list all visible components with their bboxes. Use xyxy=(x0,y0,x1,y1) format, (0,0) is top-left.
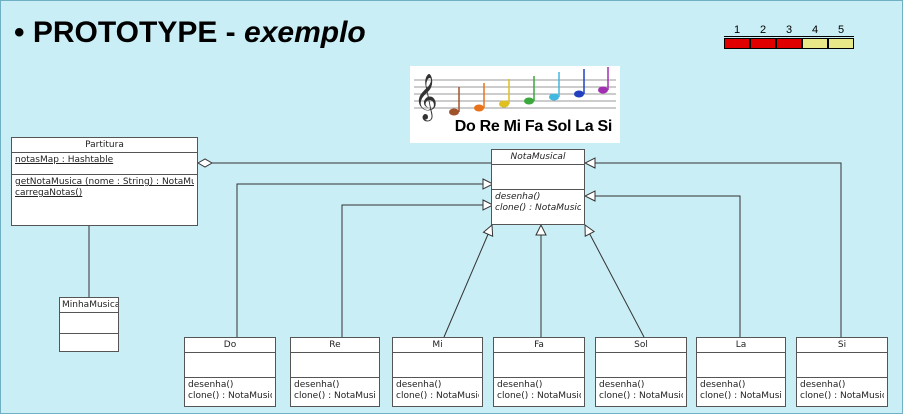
class-minhamusica[interactable]: MinhaMusica xyxy=(59,297,119,352)
class-attributes xyxy=(492,165,584,190)
class-name: Fa xyxy=(494,338,584,353)
class-operations: desenha() clone() : NotaMusical xyxy=(797,378,887,404)
class-operations: desenha() clone() : NotaMusical xyxy=(291,378,379,404)
class-attributes xyxy=(291,353,379,378)
staff-illustration: 𝄞 xyxy=(414,67,616,122)
class-operations: desenha() clone() : NotaMusical xyxy=(185,378,275,404)
class-attributes xyxy=(185,353,275,378)
progress-rule xyxy=(724,36,854,37)
class-attributes xyxy=(697,353,785,378)
operation: desenha() xyxy=(599,380,645,390)
inheritance-line-mi xyxy=(443,225,492,338)
class-re[interactable]: Re desenha() clone() : NotaMusical xyxy=(290,337,380,407)
class-name: Mi xyxy=(393,338,482,353)
operation: clone() : NotaMusical xyxy=(800,391,884,401)
class-mi[interactable]: Mi desenha() clone() : NotaMusical xyxy=(392,337,483,407)
note-glyphs xyxy=(449,67,609,116)
class-sol[interactable]: Sol desenha() clone() : NotaMusical xyxy=(595,337,687,407)
attribute: notasMap : Hashtable xyxy=(15,155,114,165)
class-name: Sol xyxy=(596,338,686,353)
operation: clone() : NotaMusical xyxy=(294,391,376,401)
class-fa[interactable]: Fa desenha() clone() : NotaMusical xyxy=(493,337,585,407)
progress-step-label: 2 xyxy=(759,24,767,36)
operation: desenha() xyxy=(700,380,746,390)
operation: clone() : NotaMusical xyxy=(700,391,782,401)
class-operations: desenha() clone() : NotaMusical xyxy=(494,378,584,404)
progress-step-label: 4 xyxy=(811,24,819,36)
operation: desenha() xyxy=(294,380,340,390)
progress-step-label: 1 xyxy=(733,24,741,36)
solfege-label: Do Re Mi Fa Sol La Si xyxy=(454,118,613,135)
class-la[interactable]: La desenha() clone() : NotaMusical xyxy=(696,337,786,407)
class-attributes xyxy=(393,353,482,378)
class-attributes xyxy=(797,353,887,378)
progress-step-label: 3 xyxy=(785,24,793,36)
operation: clone() : NotaMusical xyxy=(495,203,581,213)
progress-segment xyxy=(776,38,802,49)
progress-indicator: 1 2 3 4 5 xyxy=(724,24,854,54)
operation: desenha() xyxy=(396,380,442,390)
class-attributes: notasMap : Hashtable xyxy=(12,153,197,175)
operation: clone() : NotaMusical xyxy=(599,391,683,401)
operation: clone() : NotaMusical xyxy=(396,391,479,401)
operation: carregaNotas() xyxy=(15,188,83,198)
class-operations: desenha() clone() : NotaMusical xyxy=(492,190,584,216)
progress-step-label: 5 xyxy=(837,24,845,36)
class-do[interactable]: Do desenha() clone() : NotaMusical xyxy=(184,337,276,407)
operation: clone() : NotaMusical xyxy=(497,391,581,401)
progress-segment xyxy=(724,38,750,49)
operation: desenha() xyxy=(495,192,541,202)
operation: desenha() xyxy=(800,380,846,390)
class-attributes xyxy=(596,353,686,378)
class-name: Do xyxy=(185,338,275,353)
class-operations: getNotaMusica (nome : String) : NotaMusi… xyxy=(12,175,197,201)
class-operations: desenha() clone() : NotaMusical xyxy=(697,378,785,404)
class-name: La xyxy=(697,338,785,353)
title-italic: exemplo xyxy=(244,16,366,49)
class-name: Partitura xyxy=(12,138,197,153)
inheritance-line-re xyxy=(341,205,493,337)
class-name: Si xyxy=(797,338,887,353)
class-partitura[interactable]: Partitura notasMap : Hashtable getNotaMu… xyxy=(11,137,198,226)
progress-segment xyxy=(802,38,828,49)
operation: desenha() xyxy=(188,380,234,390)
treble-clef-icon: 𝄞 xyxy=(414,74,438,122)
class-operations: desenha() clone() : NotaMusical xyxy=(393,378,482,404)
progress-segment xyxy=(828,38,854,49)
inheritance-line-si xyxy=(585,163,842,337)
inheritance-line-do xyxy=(236,184,493,337)
operation: desenha() xyxy=(497,380,543,390)
class-attributes xyxy=(494,353,584,378)
class-si[interactable]: Si desenha() clone() : NotaMusical xyxy=(796,337,888,407)
inheritance-line-la xyxy=(585,196,741,337)
class-operations: desenha() clone() : NotaMusical xyxy=(596,378,686,404)
class-name: MinhaMusica xyxy=(60,298,118,313)
operation: clone() : NotaMusical xyxy=(188,391,272,401)
class-name: Re xyxy=(291,338,379,353)
class-notamusical[interactable]: NotaMusical desenha() clone() : NotaMusi… xyxy=(491,149,585,225)
class-attributes xyxy=(60,313,118,334)
musical-notes-image: 𝄞 Do Re Mi Fa Sol La Si xyxy=(410,66,620,143)
class-operations xyxy=(60,334,118,338)
inheritance-line-sol xyxy=(585,225,645,338)
slide-title: • PROTOTYPE - exemplo xyxy=(14,16,366,50)
title-bullet: • xyxy=(14,16,25,49)
class-name: NotaMusical xyxy=(492,150,584,165)
title-main: PROTOTYPE - xyxy=(32,16,245,49)
operation: getNotaMusica (nome : String) : NotaMusi… xyxy=(15,177,194,187)
progress-segment xyxy=(750,38,776,49)
